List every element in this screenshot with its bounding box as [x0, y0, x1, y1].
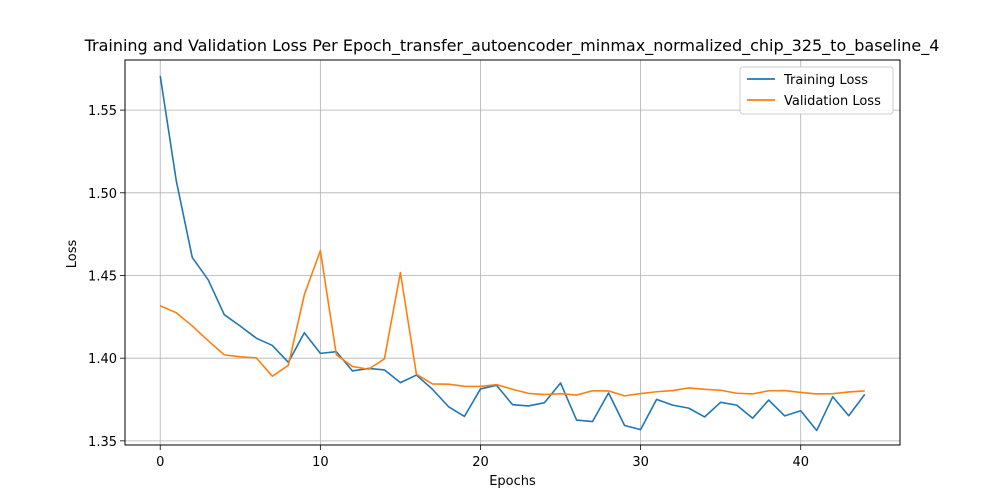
y-axis-label: Loss	[65, 240, 80, 269]
series-lines	[159, 75, 866, 432]
x-tick-label: 10	[312, 455, 329, 470]
y-tick-label: 1.50	[88, 187, 117, 202]
legend-box	[739, 66, 894, 115]
y-tick-label: 1.45	[88, 269, 117, 284]
y-tick-label: 1.35	[88, 435, 117, 450]
x-tick-label: 0	[156, 455, 164, 470]
y-tick-label: 1.55	[88, 104, 117, 119]
plot-frame	[124, 59, 901, 446]
x-tick-label: 20	[472, 455, 489, 470]
training-loss-line	[159, 75, 866, 432]
x-tick-label: 30	[632, 455, 649, 470]
x-tick-label: 40	[792, 455, 809, 470]
x-axis-label: Epochs	[489, 474, 536, 489]
legend-label-validation-loss: Validation Loss	[784, 94, 881, 109]
y-tick-label: 1.40	[88, 352, 117, 367]
legend: Training Loss Validation Loss	[739, 66, 894, 115]
validation-loss-line	[159, 249, 865, 397]
chart-title: Training and Validation Loss Per Epoch_t…	[84, 36, 940, 56]
legend-label-training-loss: Training Loss	[783, 73, 868, 88]
ticks: 0 10 20 30 40 1.35 1.40 1.45 1.50 1.55	[88, 104, 809, 470]
